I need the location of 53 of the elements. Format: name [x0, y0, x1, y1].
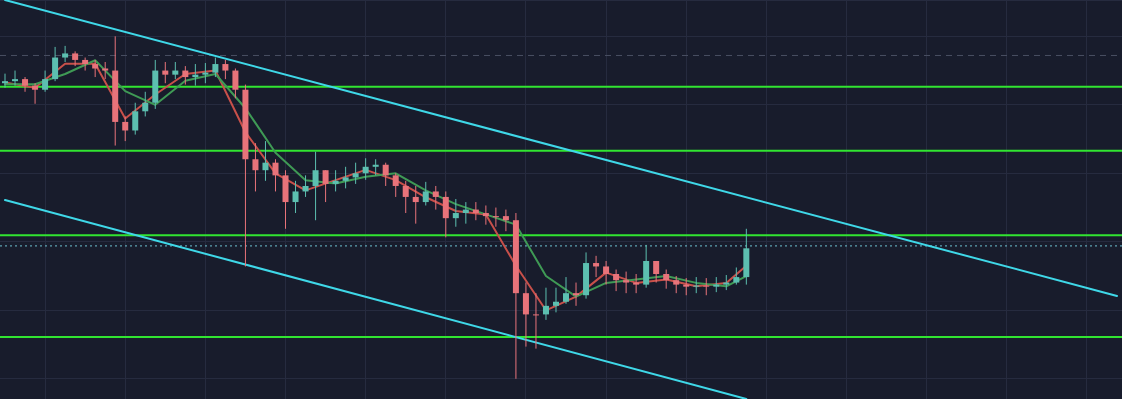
candlestick — [452, 198, 459, 228]
candlestick — [222, 59, 229, 80]
candlestick — [442, 190, 449, 238]
candlestick — [142, 91, 149, 117]
candlestick — [162, 61, 169, 84]
candlestick — [643, 244, 650, 289]
candlestick — [563, 276, 570, 305]
candlestick — [62, 45, 69, 63]
candlestick — [362, 157, 369, 181]
candlestick — [552, 287, 559, 313]
candlestick — [402, 180, 409, 214]
candlestick — [72, 50, 79, 67]
candlestick — [292, 180, 299, 214]
candlestick — [703, 277, 710, 296]
candlestick — [352, 162, 359, 185]
candlestick — [132, 102, 139, 136]
candlestick — [482, 204, 489, 226]
candlestick — [52, 46, 59, 82]
candlestick — [332, 169, 339, 192]
candlestick — [182, 65, 189, 86]
candlestick — [232, 68, 239, 99]
candlestick — [212, 57, 219, 78]
candlestick — [382, 162, 389, 187]
candlestick — [202, 62, 209, 84]
candlestick — [312, 151, 319, 221]
candlestick — [392, 172, 399, 198]
candlestick — [633, 273, 640, 294]
candlestick — [613, 269, 620, 292]
candlestick — [342, 166, 349, 189]
candlestick — [412, 185, 419, 225]
candlestick — [492, 207, 499, 228]
candlestick — [542, 287, 549, 321]
candlestick — [573, 282, 580, 307]
candlestick — [432, 185, 439, 211]
candlestick — [322, 169, 329, 203]
candlestick — [262, 140, 269, 182]
candlestick — [623, 271, 630, 294]
candlestick — [2, 73, 9, 89]
candlestick — [32, 82, 39, 105]
candlestick — [663, 269, 670, 290]
candlestick — [302, 174, 309, 198]
candlestick — [522, 282, 529, 348]
candlestick — [42, 70, 49, 93]
candlestick — [693, 276, 700, 294]
candlestick — [532, 292, 539, 350]
candlestick — [122, 115, 129, 142]
candlestick — [22, 76, 29, 93]
candlestick — [12, 70, 19, 87]
candlestick — [603, 260, 610, 286]
candlestick — [502, 209, 509, 232]
candlestick — [272, 158, 279, 192]
candlestick — [252, 142, 259, 192]
candlestick — [422, 181, 429, 206]
